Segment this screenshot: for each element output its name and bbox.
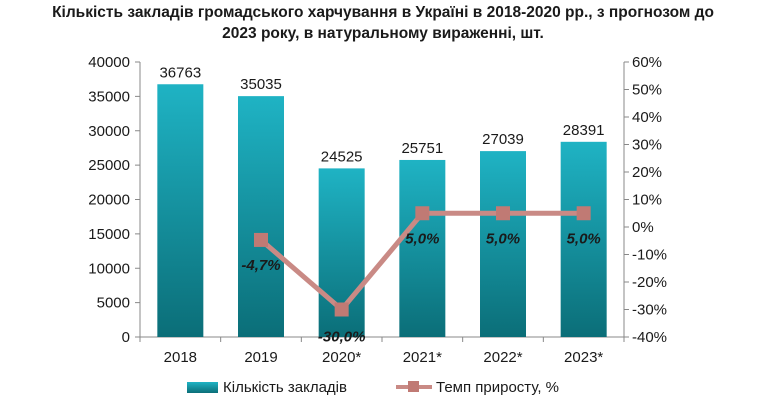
bar-value-label: 28391 <box>563 122 605 139</box>
right-tick-label: 10% <box>632 192 662 209</box>
x-tick-label: 2022* <box>483 349 522 366</box>
growth-rate-point <box>334 302 349 317</box>
bar <box>399 159 446 337</box>
left-tick-label: 20000 <box>88 192 130 209</box>
legend-bar-swatch <box>187 382 218 393</box>
legend: Кількість закладів Темп приросту, % <box>187 379 559 396</box>
bar <box>238 96 284 338</box>
data-labels: 36763 35035 24525 25751 27039 28391 -4,7% -30,0… <box>159 64 604 345</box>
right-tick-label: -30% <box>632 302 667 319</box>
growth-rate-point <box>254 232 268 247</box>
chart-title-line-1: Кількість закладів громадського харчуван… <box>52 4 714 21</box>
right-tick-label: 60% <box>632 54 662 71</box>
bar <box>480 151 526 337</box>
bar-value-label: 25751 <box>401 140 443 157</box>
right-tick-label: 30% <box>632 137 662 154</box>
bar-series <box>157 84 607 338</box>
growth-rate-point <box>576 206 591 221</box>
bar-value-label: 24525 <box>321 148 363 165</box>
left-tick-label: 25000 <box>88 157 130 174</box>
left-tick-label: 30000 <box>88 123 130 140</box>
right-tick-label: 50% <box>632 82 662 99</box>
x-tick-label: 2021* <box>403 349 442 366</box>
bar-value-label: 27039 <box>482 131 524 148</box>
right-tick-label: 40% <box>632 109 662 126</box>
legend-line-marker <box>408 381 419 392</box>
bar <box>560 141 607 337</box>
right-tick-label: 0% <box>632 219 654 236</box>
left-tick-label: 35000 <box>88 88 130 105</box>
legend-bar-label: Кількість закладів <box>223 379 347 396</box>
x-tick-label: 2018 <box>164 349 197 366</box>
growth-rate-label: 5,0% <box>405 230 439 247</box>
left-tick-label: 5000 <box>97 295 130 312</box>
growth-rate-label: -4,7% <box>241 257 280 274</box>
left-tick-label: 10000 <box>88 260 130 277</box>
bar-value-label: 35035 <box>240 76 282 93</box>
right-tick-label: -10% <box>632 247 667 264</box>
growth-rate-label: 5,0% <box>486 230 520 247</box>
right-tick-label: 20% <box>632 164 662 181</box>
chart-title: Кількість закладів громадського харчуван… <box>0 2 766 44</box>
x-tick-label: 2019 <box>244 349 277 366</box>
bar <box>157 84 204 338</box>
left-tick-label: 40000 <box>88 54 130 71</box>
x-tick-label: 2023* <box>564 349 603 366</box>
axes: 0 5000 10000 15000 20000 25000 30000 35000 40000… <box>88 54 667 366</box>
growth-rate-point <box>496 206 510 221</box>
legend-line-label: Темп приросту, % <box>436 379 559 396</box>
left-tick-label: 0 <box>122 329 130 346</box>
growth-rate-label: 5,0% <box>567 230 601 247</box>
right-tick-label: -20% <box>632 274 667 291</box>
bar-value-label: 36763 <box>159 64 201 81</box>
line-series <box>254 206 591 317</box>
growth-rate-label: -30,0% <box>318 329 366 346</box>
right-tick-label: -40% <box>632 329 667 346</box>
growth-rate-point <box>415 206 430 221</box>
chart-title-line-2: 2023 року, в натуральному вираженні, шт. <box>222 25 544 42</box>
left-tick-label: 15000 <box>88 226 130 243</box>
x-tick-label: 2020* <box>322 349 361 366</box>
